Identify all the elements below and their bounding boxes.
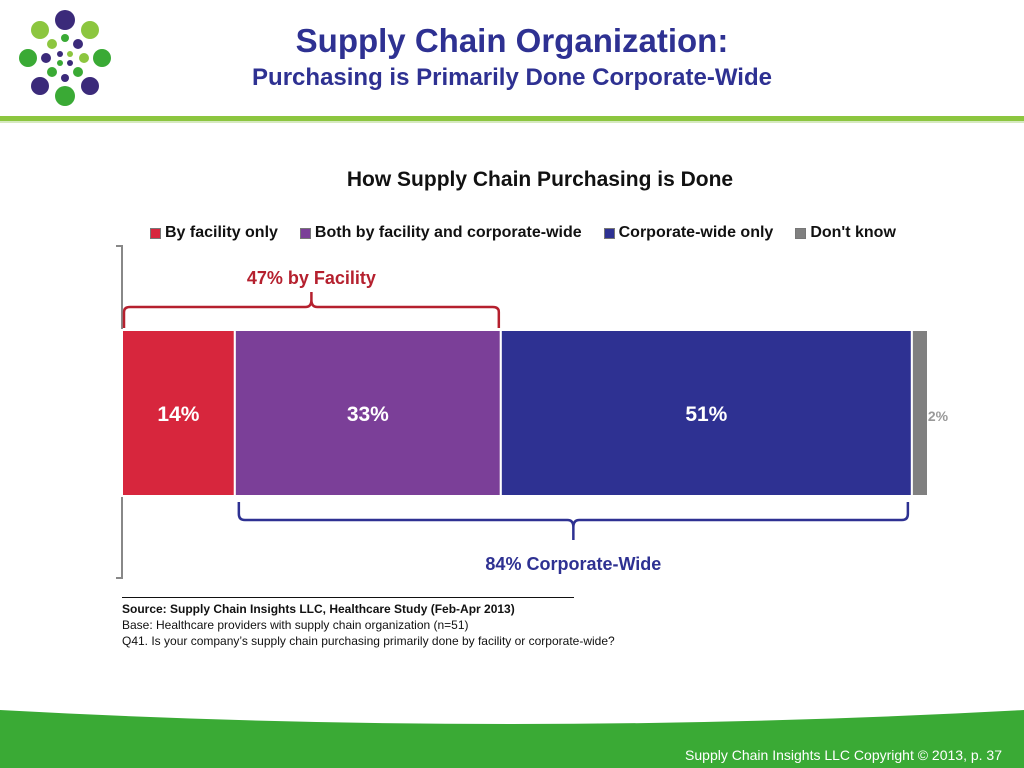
base-line: Base: Healthcare providers with supply c…	[122, 618, 469, 632]
legend-label: Corporate-wide only	[618, 224, 774, 241]
bar-segment-3	[910, 329, 930, 497]
legend-item-corporate-wide: Corporate-wide only	[603, 224, 774, 242]
bar-segment-0	[121, 329, 236, 497]
corporate-annotation: 84% Corporate-Wide	[485, 554, 661, 574]
header-divider-shadow	[0, 121, 1024, 123]
legend-item-by-facility: By facility only	[150, 224, 278, 242]
bar-value-label-0: 14%	[157, 403, 199, 426]
legend-label: Both by facility and corporate-wide	[314, 224, 582, 241]
question-line: Q41. Is your company’s supply chain purc…	[122, 634, 615, 648]
facility-brace	[122, 292, 501, 328]
bar-value-label-3: 2%	[928, 408, 949, 424]
chart-title: How Supply Chain Purchasing is Done	[346, 168, 734, 191]
bar-segment-1	[233, 329, 502, 497]
stacked-bar-chart: 14% 33% 51% 2% 47% by Facility 84% Corporat…	[116, 245, 949, 579]
source-divider	[122, 597, 574, 598]
legend-swatch-by-facility	[150, 227, 161, 239]
source-notes: Source: Supply Chain Insights LLC, Healt…	[122, 601, 615, 649]
chart-legend: By facility only Both by facility and co…	[150, 224, 918, 242]
legend-swatch-both	[299, 227, 311, 239]
footer-copyright: Supply Chain Insights LLC Copyright © 20…	[685, 747, 1002, 763]
facility-annotation: 47% by Facility	[247, 268, 376, 288]
footer-band	[0, 710, 1024, 768]
corporate-brace	[237, 502, 910, 540]
bar-value-label-1: 33%	[347, 403, 389, 426]
legend-item-dont-know: Don't know	[795, 224, 896, 242]
page-title: Supply Chain Organization:	[295, 22, 729, 59]
legend-label: Don't know	[810, 224, 896, 241]
page-subtitle: Purchasing is Primarily Done Corporate-W…	[252, 64, 772, 91]
source-line: Source: Supply Chain Insights LLC, Healt…	[122, 602, 515, 616]
legend-swatch-dont-know	[795, 227, 807, 239]
company-logo	[19, 10, 111, 106]
legend-item-both: Both by facility and corporate-wide	[299, 224, 582, 242]
legend-swatch-corporate-wide	[603, 227, 615, 239]
header-divider	[0, 116, 1024, 121]
legend-label: By facility only	[165, 224, 278, 241]
bar-value-label-2: 51%	[685, 403, 727, 426]
